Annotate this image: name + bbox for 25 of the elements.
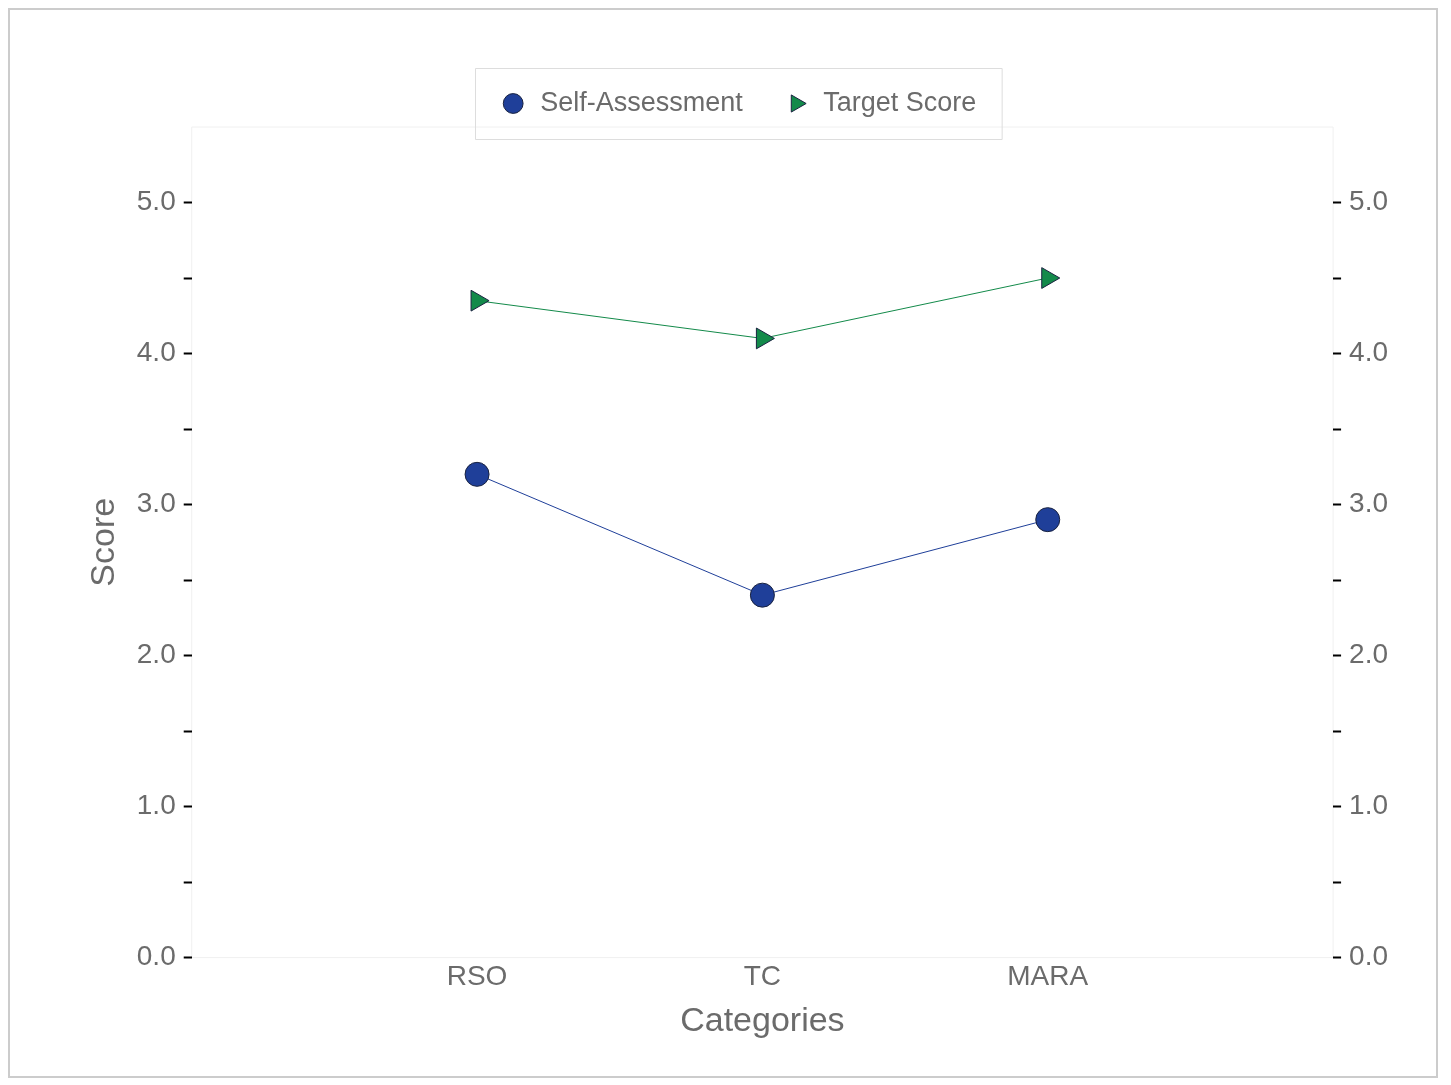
x-tick-label: RSO <box>446 960 508 992</box>
y2-tick-label: 1.0 <box>1349 789 1389 821</box>
point <box>1035 507 1061 533</box>
y2-tick-label: 4.0 <box>1349 336 1389 368</box>
y-tick-label: 3.0 <box>136 487 176 519</box>
point <box>464 461 490 487</box>
point <box>755 327 775 350</box>
x-tick-label: TC <box>743 960 782 992</box>
legend-label: Target Score <box>823 86 977 117</box>
y-tick-label: 0.0 <box>136 940 176 972</box>
y-tick-label: 2.0 <box>136 638 176 670</box>
y-tick-label: 1.0 <box>136 789 176 821</box>
legend-label: Self-Assessment <box>540 86 744 117</box>
y2-tick-label: 3.0 <box>1349 487 1389 519</box>
y-tick-label: 5.0 <box>136 185 176 217</box>
y2-tick-label: 2.0 <box>1349 638 1389 670</box>
x-tick-label: MARA <box>1007 960 1089 992</box>
y2-tick-label: 5.0 <box>1349 185 1389 217</box>
point <box>1041 267 1061 289</box>
y-tick-label: 4.0 <box>136 336 176 368</box>
point <box>470 289 490 312</box>
y2-tick-label: 0.0 <box>1349 940 1389 972</box>
point <box>749 582 775 608</box>
y-axis-title: Score <box>82 497 121 587</box>
x-axis-title: Categories <box>680 999 845 1038</box>
